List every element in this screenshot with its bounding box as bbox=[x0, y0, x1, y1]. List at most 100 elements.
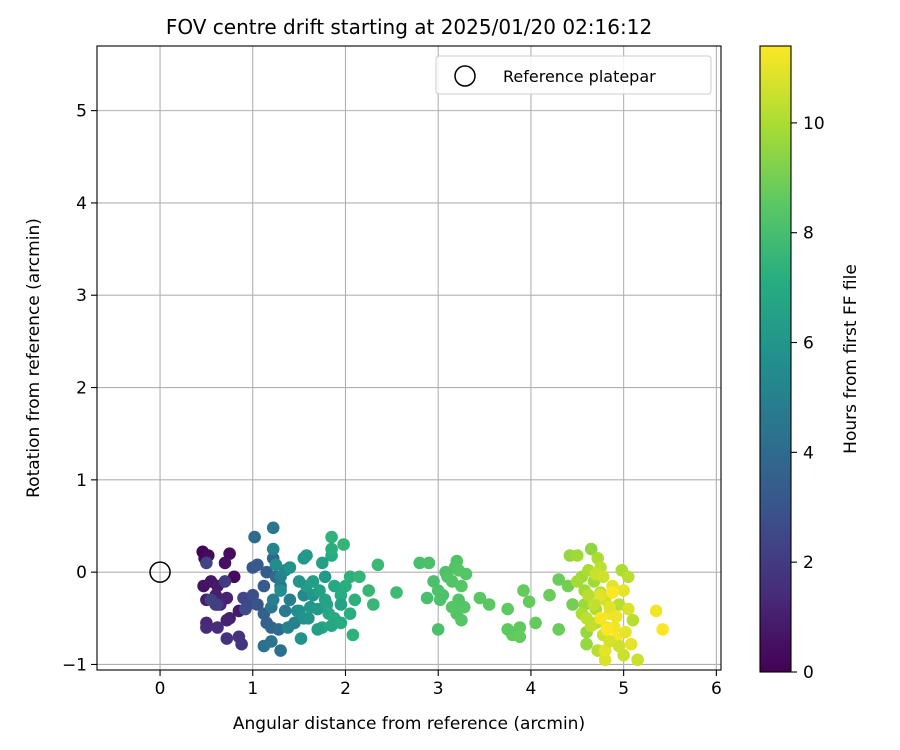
colorbar-tick-label: 4 bbox=[803, 443, 814, 463]
data-point bbox=[283, 561, 297, 574]
data-point bbox=[594, 612, 607, 625]
x-tick-label: 5 bbox=[618, 679, 629, 699]
data-point bbox=[513, 621, 527, 634]
data-points bbox=[196, 521, 669, 667]
data-point bbox=[306, 575, 320, 588]
data-point bbox=[580, 612, 593, 625]
data-point bbox=[445, 600, 459, 614]
data-point bbox=[218, 575, 232, 588]
y-tick-label: 4 bbox=[76, 194, 87, 214]
data-point bbox=[649, 604, 663, 618]
data-point bbox=[452, 564, 465, 577]
data-point bbox=[587, 598, 601, 611]
data-point bbox=[606, 586, 619, 599]
data-point bbox=[274, 644, 287, 657]
grid bbox=[97, 46, 721, 670]
data-point bbox=[220, 613, 234, 627]
data-point bbox=[204, 593, 218, 607]
colorbar: 0 2 4 6 8 10 Hours from first FF file bbox=[759, 45, 861, 683]
data-point bbox=[580, 637, 593, 651]
x-tick-label: 0 bbox=[155, 679, 166, 699]
data-point bbox=[617, 584, 630, 597]
data-point bbox=[353, 570, 366, 584]
data-point bbox=[334, 616, 348, 630]
data-point bbox=[457, 600, 471, 614]
data-point bbox=[552, 623, 565, 636]
data-point bbox=[348, 593, 362, 607]
y-tick-label: 3 bbox=[76, 286, 87, 306]
legend-label: Reference platepar bbox=[503, 67, 656, 86]
data-point bbox=[266, 593, 280, 607]
data-point bbox=[422, 556, 436, 570]
plot-frame bbox=[96, 45, 722, 671]
data-point bbox=[292, 575, 306, 588]
data-point bbox=[631, 653, 644, 667]
colorbar-frame bbox=[759, 45, 792, 673]
data-point bbox=[318, 570, 332, 584]
data-point bbox=[325, 542, 338, 556]
data-point bbox=[362, 584, 376, 597]
data-point bbox=[584, 542, 598, 556]
data-point bbox=[302, 612, 315, 625]
data-point bbox=[367, 598, 380, 611]
data-point bbox=[603, 635, 616, 648]
data-point bbox=[257, 579, 271, 593]
data-point bbox=[624, 637, 638, 651]
data-point bbox=[328, 579, 341, 593]
data-point bbox=[529, 616, 542, 630]
data-point bbox=[390, 586, 403, 599]
data-point bbox=[218, 556, 232, 570]
data-point bbox=[239, 602, 252, 616]
data-point bbox=[600, 623, 614, 636]
data-point bbox=[334, 598, 348, 611]
data-point bbox=[566, 598, 579, 611]
data-point bbox=[455, 613, 468, 627]
x-tick-label: 1 bbox=[247, 679, 258, 699]
data-point bbox=[413, 556, 427, 570]
data-point bbox=[431, 623, 445, 636]
data-point bbox=[582, 588, 595, 602]
data-point bbox=[278, 604, 292, 618]
data-point bbox=[517, 584, 530, 597]
y-tick-label: 1 bbox=[76, 471, 87, 491]
colorbar-tick-label: 0 bbox=[803, 663, 814, 683]
data-point bbox=[313, 584, 326, 597]
colorbar-label: Hours from first FF file bbox=[841, 264, 861, 454]
data-point bbox=[200, 556, 213, 570]
y-tick-label: −1 bbox=[62, 655, 87, 675]
colorbar-gradient bbox=[760, 46, 791, 672]
data-point bbox=[513, 630, 527, 644]
data-point bbox=[501, 602, 514, 616]
x-tick-label: 4 bbox=[526, 679, 537, 699]
data-point bbox=[343, 570, 357, 584]
data-point bbox=[436, 588, 450, 602]
data-point bbox=[622, 570, 635, 584]
data-point bbox=[598, 653, 612, 667]
axis-ticks: 0 1 2 3 4 5 6 −1 0 1 2 3 4 5 bbox=[62, 102, 722, 699]
data-point bbox=[300, 549, 313, 562]
data-point bbox=[619, 625, 632, 639]
colorbar-tick-label: 2 bbox=[803, 553, 814, 573]
data-point bbox=[274, 584, 287, 597]
data-point bbox=[522, 595, 536, 608]
data-point bbox=[420, 591, 434, 605]
data-point bbox=[656, 623, 669, 636]
data-point bbox=[325, 530, 338, 544]
data-point bbox=[455, 579, 468, 593]
data-point bbox=[552, 573, 565, 586]
data-point bbox=[622, 602, 635, 616]
y-tick-label: 5 bbox=[76, 102, 87, 122]
data-point bbox=[266, 521, 280, 535]
x-tick-label: 3 bbox=[433, 679, 444, 699]
x-tick-label: 2 bbox=[340, 679, 351, 699]
legend-box bbox=[435, 55, 712, 95]
data-point bbox=[269, 558, 283, 572]
data-point bbox=[371, 558, 385, 572]
data-point bbox=[316, 556, 329, 570]
data-point bbox=[445, 575, 459, 588]
legend-marker bbox=[454, 65, 476, 87]
colorbar-tick-label: 6 bbox=[803, 334, 814, 354]
data-point bbox=[200, 621, 213, 634]
data-point bbox=[626, 613, 640, 627]
